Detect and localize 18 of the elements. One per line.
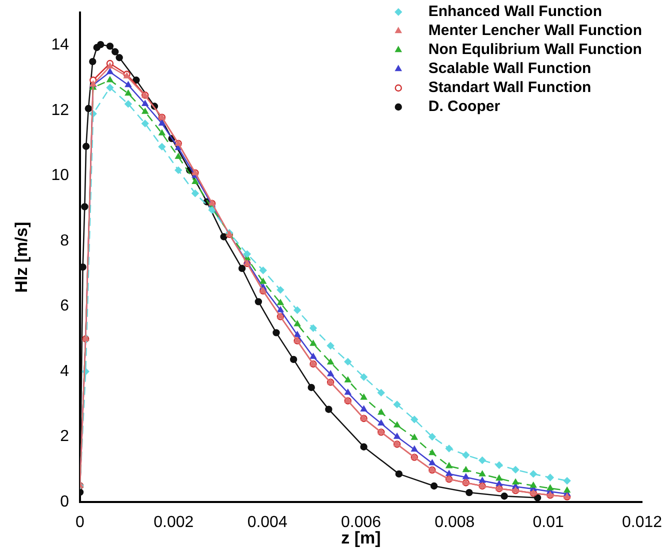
- legend-label: Enhanced Wall Function: [428, 3, 602, 20]
- legend-label: Non Equlibrium Wall Function: [428, 41, 642, 58]
- x-tick-label: 0.012: [622, 514, 662, 532]
- y-axis-title: Hlz [m/s]: [12, 222, 31, 293]
- y-tick-label: 10: [51, 167, 70, 184]
- y-tick-label: 6: [60, 298, 70, 315]
- y-tick-label: 12: [51, 102, 70, 119]
- y-tick-label: 14: [51, 36, 70, 54]
- legend-label: Menter Lencher Wall Function: [428, 22, 642, 40]
- x-tick-label: 0.002: [154, 514, 194, 532]
- x-tick-label: 0.008: [434, 514, 475, 532]
- y-tick-label: 0: [60, 493, 70, 510]
- y-tick-label: 4: [60, 362, 70, 380]
- y-tick-label: 2: [60, 428, 70, 446]
- y-tick-label: 8: [60, 232, 70, 250]
- x-tick-label: 0.004: [247, 514, 288, 532]
- x-tick-label: 0.01: [532, 514, 564, 532]
- x-tick-label: 0: [76, 514, 85, 532]
